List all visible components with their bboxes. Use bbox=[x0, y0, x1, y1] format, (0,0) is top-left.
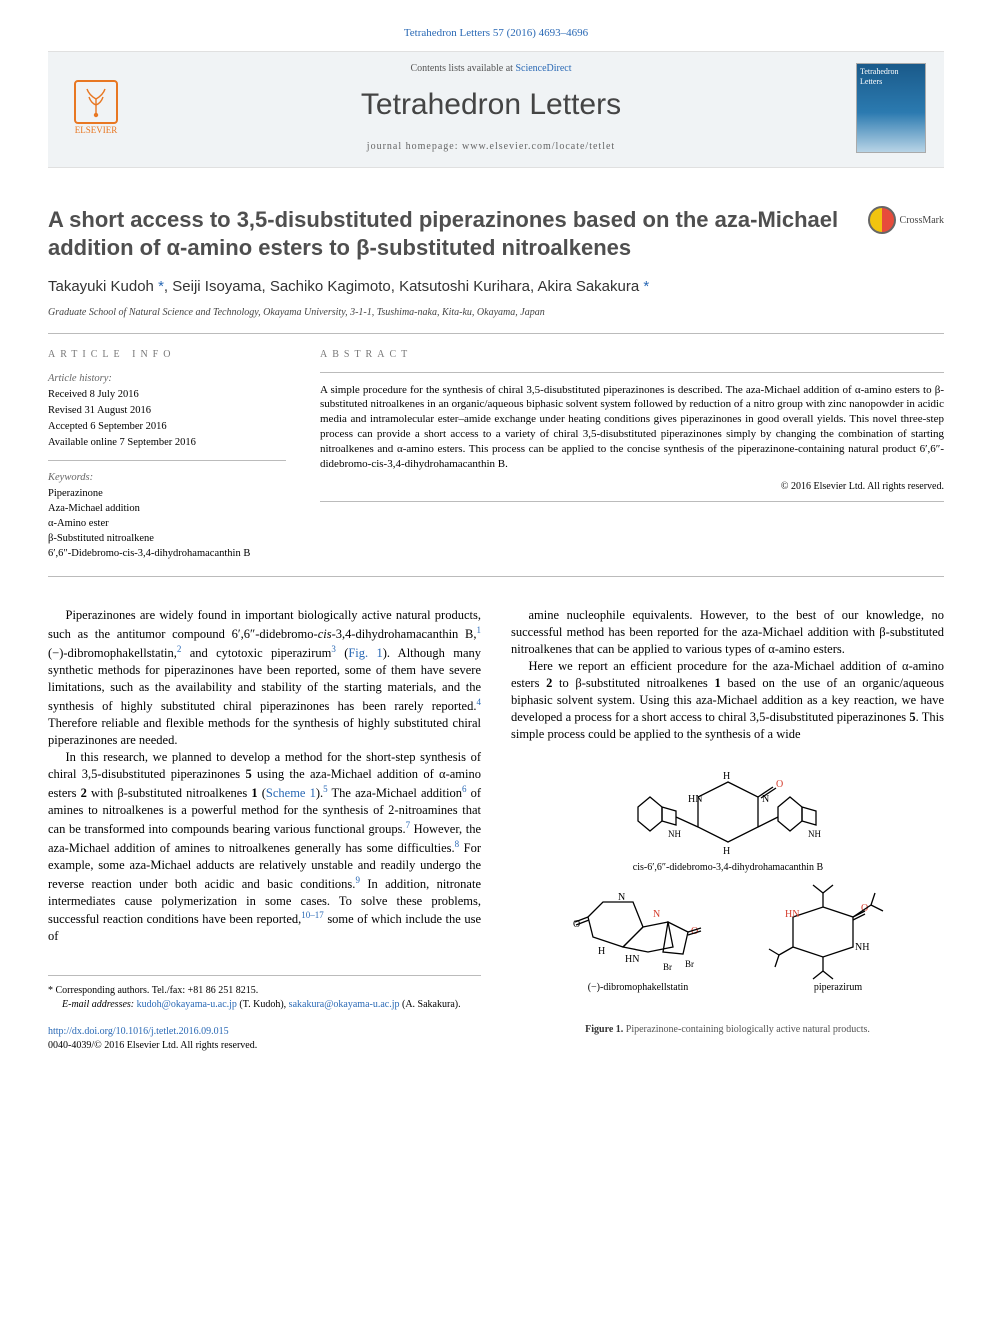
sciencedirect-link[interactable]: ScienceDirect bbox=[515, 63, 571, 74]
history-received: Received 8 July 2016 bbox=[48, 388, 286, 402]
divider bbox=[48, 460, 286, 461]
svg-text:O: O bbox=[691, 926, 698, 937]
author: Sachiko Kagimoto bbox=[270, 278, 391, 295]
svg-text:H: H bbox=[723, 771, 730, 782]
figure-1: H H HN N O NH bbox=[511, 752, 944, 1036]
keyword: α-Amino ester bbox=[48, 517, 286, 531]
corresponding-mark: * bbox=[639, 278, 649, 295]
divider bbox=[320, 372, 944, 373]
svg-text:H: H bbox=[598, 946, 605, 957]
cover-title: Tetrahedron Letters bbox=[860, 67, 922, 89]
keyword: Aza-Michael addition bbox=[48, 502, 286, 516]
mol-label-b: (−)-dibromophakellstatin bbox=[587, 982, 688, 993]
ref-link[interactable]: 1 bbox=[477, 625, 482, 635]
divider bbox=[48, 333, 944, 334]
scheme-link[interactable]: Scheme 1 bbox=[266, 786, 316, 800]
divider bbox=[48, 576, 944, 577]
article-info-label: ARTICLE INFO bbox=[48, 348, 286, 362]
contents-prefix: Contents lists available at bbox=[410, 63, 515, 74]
author: Takayuki Kudoh bbox=[48, 278, 154, 295]
affiliation: Graduate School of Natural Science and T… bbox=[48, 306, 944, 320]
keyword: Piperazinone bbox=[48, 487, 286, 501]
figure-1-svg: H H HN N O NH bbox=[528, 752, 928, 1012]
body-text: Piperazinones are widely found in import… bbox=[48, 607, 944, 1052]
elsevier-tree-icon bbox=[74, 80, 118, 124]
svg-text:HN: HN bbox=[688, 794, 702, 805]
publisher-label: ELSEVIER bbox=[75, 124, 118, 136]
doi-link[interactable]: http://dx.doi.org/10.1016/j.tetlet.2016.… bbox=[48, 1026, 229, 1037]
journal-homepage: journal homepage: www.elsevier.com/locat… bbox=[144, 140, 838, 154]
copyright-line: © 2016 Elsevier Ltd. All rights reserved… bbox=[320, 480, 944, 494]
crossmark-icon bbox=[868, 206, 896, 234]
journal-header: ELSEVIER Contents lists available at Sci… bbox=[48, 52, 944, 169]
article-title: A short access to 3,5-disubstituted pipe… bbox=[48, 206, 854, 261]
crossmark-badge[interactable]: CrossMark bbox=[868, 206, 944, 234]
contents-lists-line: Contents lists available at ScienceDirec… bbox=[144, 62, 838, 76]
history-online: Available online 7 September 2016 bbox=[48, 436, 286, 450]
history-revised: Revised 31 August 2016 bbox=[48, 404, 286, 418]
svg-text:O: O bbox=[776, 779, 783, 790]
svg-text:Br: Br bbox=[685, 959, 694, 969]
svg-text:HN: HN bbox=[625, 954, 639, 965]
svg-text:HN: HN bbox=[785, 909, 799, 920]
author: Katsutoshi Kurihara bbox=[399, 278, 530, 295]
keyword: β-Substituted nitroalkene bbox=[48, 532, 286, 546]
abstract-text: A simple procedure for the synthesis of … bbox=[320, 383, 944, 472]
svg-text:H: H bbox=[723, 846, 730, 857]
mol-label-a: cis-6′,6″-didebromo-3,4-dihydrohamacanth… bbox=[632, 862, 823, 873]
svg-text:NH: NH bbox=[808, 829, 821, 839]
history-label: Article history: bbox=[48, 372, 286, 386]
authors-line: Takayuki Kudoh *, Seiji Isoyama, Sachiko… bbox=[48, 277, 944, 297]
publisher-logo: ELSEVIER bbox=[66, 73, 126, 143]
history-accepted: Accepted 6 September 2016 bbox=[48, 420, 286, 434]
journal-name: Tetrahedron Letters bbox=[144, 85, 838, 126]
svg-text:N: N bbox=[653, 909, 660, 920]
author: Seiji Isoyama bbox=[172, 278, 261, 295]
ref-link[interactable]: 4 bbox=[477, 697, 482, 707]
paragraph: In this research, we planned to develop … bbox=[48, 749, 481, 945]
journal-cover-thumb: Tetrahedron Letters bbox=[856, 63, 926, 153]
issn-line: 0040-4039/© 2016 Elsevier Ltd. All right… bbox=[48, 1039, 481, 1053]
svg-text:NH: NH bbox=[855, 942, 869, 953]
email-link[interactable]: kudoh@okayama-u.ac.jp bbox=[137, 999, 237, 1010]
ref-link[interactable]: 10–17 bbox=[301, 910, 324, 920]
corresponding-footnote: * Corresponding authors. Tel./fax: +81 8… bbox=[48, 975, 481, 1052]
email-who: (T. Kudoh), bbox=[237, 999, 289, 1010]
corresponding-mark: * bbox=[154, 278, 164, 295]
corr-tel: * Corresponding authors. Tel./fax: +81 8… bbox=[48, 984, 481, 998]
author: Akira Sakakura bbox=[537, 278, 639, 295]
mol-label-c: piperazirum bbox=[813, 982, 862, 993]
svg-text:Br: Br bbox=[663, 962, 672, 972]
paragraph: Here we report an efficient procedure fo… bbox=[511, 658, 944, 742]
citation-line: Tetrahedron Letters 57 (2016) 4693–4696 bbox=[48, 18, 944, 52]
email-label: E-mail addresses: bbox=[62, 999, 134, 1010]
paragraph: amine nucleophile equivalents. However, … bbox=[511, 607, 944, 658]
paragraph: Piperazinones are widely found in import… bbox=[48, 607, 481, 748]
crossmark-label: CrossMark bbox=[900, 214, 944, 228]
abstract-label: ABSTRACT bbox=[320, 348, 944, 362]
divider bbox=[320, 501, 944, 502]
figure-1-caption: Figure 1. Piperazinone-containing biolog… bbox=[511, 1023, 944, 1037]
figure-link[interactable]: Fig. 1 bbox=[348, 647, 382, 661]
keyword: 6′,6″-Didebromo-cis-3,4-dihydrohamacanth… bbox=[48, 547, 286, 561]
svg-text:NH: NH bbox=[668, 829, 681, 839]
svg-text:N: N bbox=[618, 892, 625, 903]
email-link[interactable]: sakakura@okayama-u.ac.jp bbox=[289, 999, 400, 1010]
keywords-label: Keywords: bbox=[48, 471, 286, 485]
email-who: (A. Sakakura). bbox=[400, 999, 461, 1010]
